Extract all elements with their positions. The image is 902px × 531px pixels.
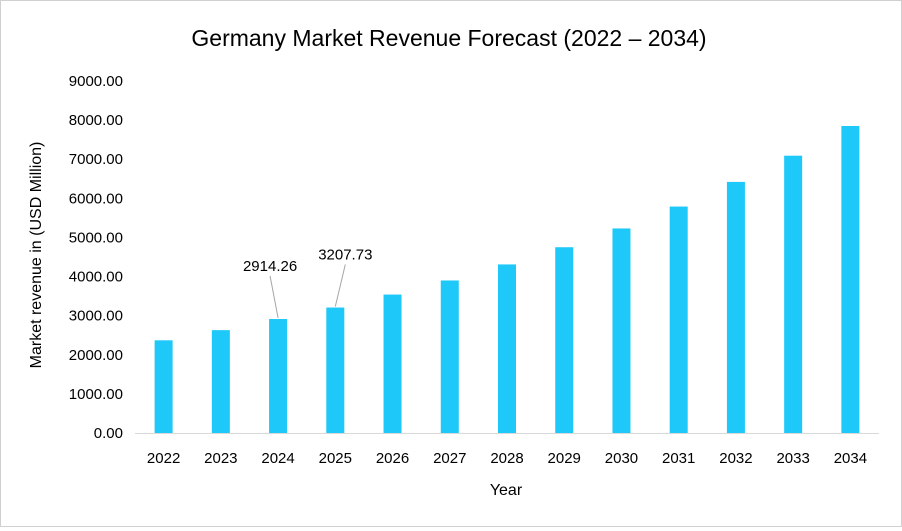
y-tick-label: 5000.00 bbox=[69, 229, 123, 246]
annotation-leader-line bbox=[269, 275, 279, 319]
bar-2026 bbox=[383, 294, 402, 433]
y-tick-label: 9000.00 bbox=[69, 73, 123, 90]
bar-2029 bbox=[555, 247, 574, 433]
x-tick-label: 2030 bbox=[605, 450, 638, 467]
y-tick-label: 2000.00 bbox=[69, 347, 123, 364]
x-tick-label: 2025 bbox=[319, 450, 352, 467]
x-tick-label: 2033 bbox=[776, 450, 809, 467]
bar-2027 bbox=[440, 280, 459, 433]
y-tick-label: 8000.00 bbox=[69, 112, 123, 129]
x-tick-label: 2029 bbox=[548, 450, 581, 467]
chart-title: Germany Market Revenue Forecast (2022 – … bbox=[191, 25, 706, 51]
y-tick-label: 4000.00 bbox=[69, 269, 123, 286]
x-tick-label: 2026 bbox=[376, 450, 409, 467]
bar-2028 bbox=[498, 264, 516, 433]
annotation-leader-line bbox=[334, 264, 346, 307]
x-tick-label: 2034 bbox=[834, 450, 867, 467]
y-axis-label: Market revenue in (USD Million) bbox=[28, 142, 45, 369]
y-tick-label: 3000.00 bbox=[69, 308, 123, 325]
x-tick-label: 2024 bbox=[261, 450, 294, 467]
x-tick-label: 2023 bbox=[204, 450, 237, 467]
data-label-2025: 3207.73 bbox=[318, 247, 372, 264]
x-tick-label: 2027 bbox=[433, 450, 466, 467]
y-tick-label: 6000.00 bbox=[69, 190, 123, 207]
y-axis-ticks: 0.00 1000.00 2000.00 3000.00 4000.00 5000.00 6… bbox=[69, 73, 123, 442]
bar-2025 bbox=[326, 307, 345, 433]
bar-2022 bbox=[154, 340, 173, 433]
x-tick-label: 2031 bbox=[662, 450, 695, 467]
bar-2023 bbox=[211, 330, 230, 433]
bar-2024 bbox=[269, 319, 288, 433]
data-annotations: 2914.26 3207.73 bbox=[243, 247, 372, 319]
bar-2032 bbox=[726, 181, 745, 433]
x-tick-label: 2028 bbox=[490, 450, 523, 467]
y-tick-label: 1000.00 bbox=[69, 386, 123, 403]
x-tick-label: 2032 bbox=[719, 450, 752, 467]
bar-2031 bbox=[669, 206, 688, 433]
bar-2034 bbox=[841, 125, 860, 433]
y-tick-label: 7000.00 bbox=[69, 151, 123, 168]
bar-2030 bbox=[612, 228, 631, 433]
x-tick-label: 2022 bbox=[147, 450, 180, 467]
data-label-2024: 2914.26 bbox=[243, 258, 297, 275]
bar-2033 bbox=[784, 155, 803, 434]
x-axis-ticks: 2022 2023 2024 2025 2026 2027 2028 2029 2030 2031… bbox=[147, 450, 867, 467]
x-axis-label: Year bbox=[490, 482, 523, 499]
y-tick-label: 0.00 bbox=[94, 425, 123, 442]
bars bbox=[154, 125, 860, 434]
